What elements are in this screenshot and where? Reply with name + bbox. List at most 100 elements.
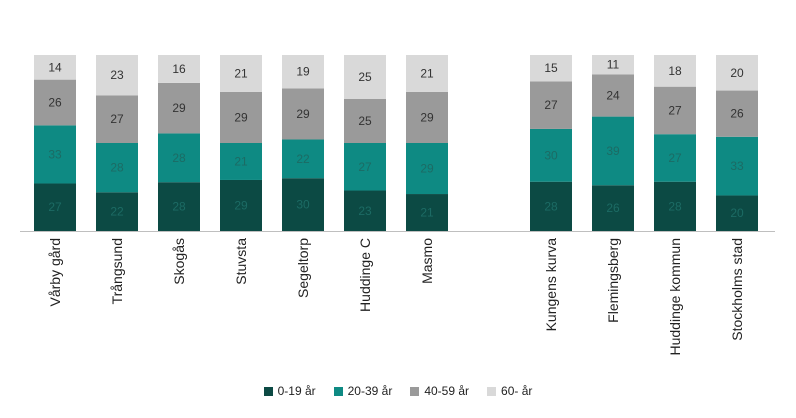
bar-segment bbox=[344, 99, 386, 143]
bar-segment bbox=[282, 55, 324, 89]
data-label: 21 bbox=[234, 154, 248, 168]
data-label: 33 bbox=[48, 147, 62, 161]
data-label: 27 bbox=[48, 200, 62, 214]
bar-segment bbox=[592, 74, 634, 117]
legend: 0-19 år 20-39 år 40-59 år 60- år bbox=[0, 384, 796, 398]
data-label: 27 bbox=[358, 160, 372, 174]
data-label: 21 bbox=[234, 66, 248, 80]
data-label: 27 bbox=[544, 98, 558, 112]
category-labels: Vårby gård Trångsund Skogås Stuvsta Segeltor… bbox=[47, 238, 745, 356]
bar-segment bbox=[34, 125, 76, 184]
data-label: 29 bbox=[234, 198, 248, 212]
data-label: 21 bbox=[420, 206, 434, 220]
data-label: 25 bbox=[358, 70, 372, 84]
data-label: 23 bbox=[358, 204, 372, 218]
category-label: Masmo bbox=[419, 238, 435, 284]
bar-segment bbox=[530, 128, 572, 182]
bar-segment bbox=[282, 139, 324, 179]
data-label: 33 bbox=[730, 159, 744, 173]
data-label: 25 bbox=[358, 114, 372, 128]
bar-segment bbox=[34, 183, 76, 231]
stacked-bar-chart: 27 33 26 14 22 28 27 23 28 28 29 16 29 21 29 21 30 22 29 19… bbox=[20, 55, 775, 356]
data-label: 28 bbox=[172, 200, 186, 214]
data-label: 14 bbox=[48, 60, 62, 74]
bar-segment bbox=[282, 88, 324, 140]
data-label: 27 bbox=[110, 112, 124, 126]
bar-segment bbox=[530, 181, 572, 231]
bar-segment bbox=[220, 91, 262, 143]
bar-segment bbox=[716, 195, 758, 231]
data-label: 29 bbox=[420, 110, 434, 124]
data-label: 29 bbox=[420, 162, 434, 176]
data-label: 29 bbox=[234, 110, 248, 124]
data-label: 26 bbox=[48, 96, 62, 110]
bar-segment bbox=[716, 90, 758, 137]
bar-segment bbox=[654, 55, 696, 87]
bar-segment bbox=[34, 79, 76, 126]
legend-swatch bbox=[333, 386, 343, 396]
bar-segment bbox=[654, 181, 696, 231]
data-label: 39 bbox=[606, 144, 620, 158]
bar-segment bbox=[282, 178, 324, 231]
bar-segment bbox=[530, 55, 572, 82]
category-label: Trångsund bbox=[109, 238, 125, 304]
legend-item: 60- år bbox=[487, 384, 532, 398]
bar-segment bbox=[34, 55, 76, 80]
data-label: 18 bbox=[668, 64, 682, 78]
legend-label: 60- år bbox=[501, 384, 533, 398]
bar-segment bbox=[96, 192, 138, 231]
category-label: Vårby gård bbox=[47, 238, 63, 306]
data-label: 30 bbox=[544, 148, 558, 162]
bar-segment bbox=[96, 55, 138, 96]
category-label: Kungens kurva bbox=[543, 238, 559, 332]
bar-segment bbox=[158, 55, 200, 83]
data-label: 22 bbox=[110, 205, 124, 219]
bar-segment bbox=[592, 55, 634, 75]
data-label: 26 bbox=[730, 107, 744, 121]
data-label: 29 bbox=[172, 101, 186, 115]
bars-group: 27 33 26 14 22 28 27 23 28 28 29 16 29 21 29 21 30 22 29 19… bbox=[34, 55, 758, 231]
bar-segment bbox=[406, 194, 448, 231]
bar-segment bbox=[220, 55, 262, 92]
data-label: 22 bbox=[296, 152, 310, 166]
bar-segment bbox=[344, 190, 386, 231]
data-label: 11 bbox=[607, 58, 620, 72]
data-label: 16 bbox=[172, 62, 186, 76]
legend-label: 0-19 år bbox=[277, 384, 316, 398]
bar-segment bbox=[344, 143, 386, 191]
category-label: Stuvsta bbox=[233, 238, 249, 285]
bar-segment bbox=[716, 55, 758, 91]
bar-segment bbox=[716, 136, 758, 196]
data-label: 23 bbox=[110, 68, 124, 82]
data-label: 15 bbox=[544, 61, 558, 75]
legend-item: 0-19 år bbox=[263, 384, 316, 398]
bar-segment bbox=[96, 95, 138, 143]
bar-segment bbox=[220, 179, 262, 231]
data-label: 28 bbox=[668, 199, 682, 213]
legend-swatch bbox=[263, 386, 273, 396]
bar-segment bbox=[530, 81, 572, 129]
bar-segment bbox=[406, 55, 448, 92]
bar-segment bbox=[158, 182, 200, 231]
category-label: Segeltorp bbox=[295, 238, 311, 298]
bar-segment bbox=[592, 185, 634, 231]
bar-segment bbox=[344, 55, 386, 99]
data-label: 19 bbox=[296, 65, 310, 79]
data-label: 24 bbox=[606, 88, 620, 102]
data-label: 27 bbox=[668, 103, 682, 117]
data-label: 28 bbox=[544, 199, 558, 213]
bar-segment bbox=[158, 82, 200, 134]
bar-segment bbox=[654, 86, 696, 135]
bar-segment bbox=[406, 91, 448, 143]
category-label: Huddinge kommun bbox=[667, 238, 683, 356]
bar-segment bbox=[96, 143, 138, 193]
data-label: 27 bbox=[668, 151, 682, 165]
legend-swatch bbox=[487, 386, 497, 396]
legend-label: 20-39 år bbox=[347, 384, 393, 398]
data-label: 20 bbox=[730, 66, 744, 80]
category-label: Flemingsberg bbox=[605, 238, 621, 323]
category-label: Skogås bbox=[171, 238, 187, 285]
bar-segment bbox=[220, 143, 262, 180]
data-label: 21 bbox=[420, 66, 434, 80]
legend-label: 40-59 år bbox=[424, 384, 470, 398]
